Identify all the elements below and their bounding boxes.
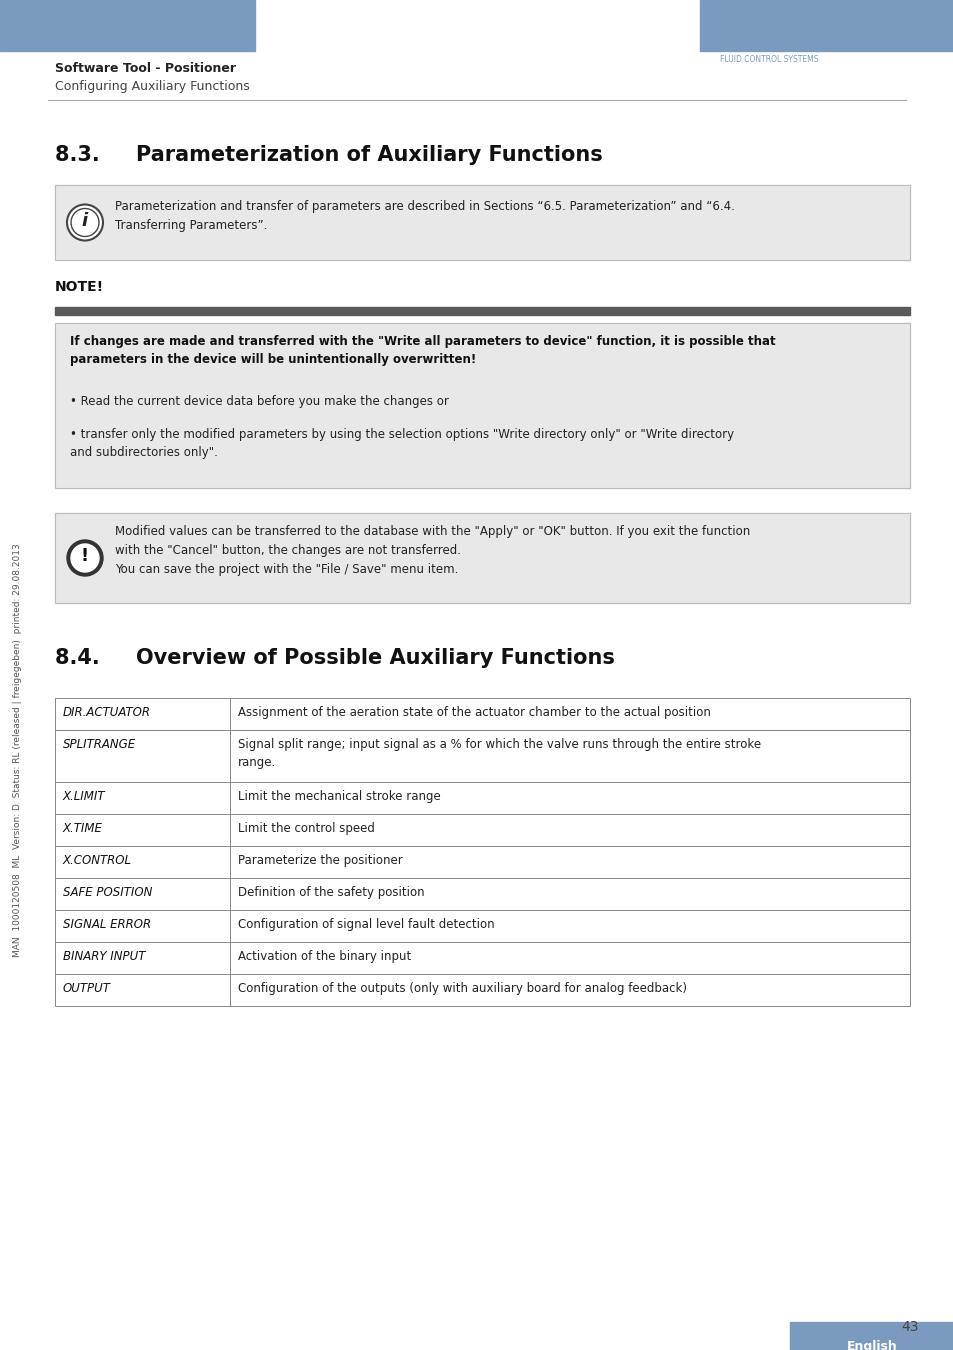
Text: Definition of the safety position: Definition of the safety position xyxy=(237,886,424,899)
Bar xyxy=(55,513,909,603)
Bar xyxy=(0,0,254,51)
Text: SPLITRANGE: SPLITRANGE xyxy=(63,738,136,751)
Bar xyxy=(55,323,909,487)
Bar xyxy=(789,1322,953,1350)
Text: X.LIMIT: X.LIMIT xyxy=(63,790,106,803)
Text: Software Tool - Positioner: Software Tool - Positioner xyxy=(55,62,235,76)
Text: 8.3.     Parameterization of Auxiliary Functions: 8.3. Parameterization of Auxiliary Funct… xyxy=(55,144,602,165)
Text: Parameterize the positioner: Parameterize the positioner xyxy=(237,855,402,867)
Bar xyxy=(55,185,909,261)
Circle shape xyxy=(71,544,99,572)
Text: Limit the control speed: Limit the control speed xyxy=(237,822,375,836)
Bar xyxy=(55,846,909,878)
Bar xyxy=(55,730,230,782)
Bar xyxy=(55,323,909,487)
Text: X.TIME: X.TIME xyxy=(63,822,103,836)
Bar xyxy=(230,814,909,846)
Bar xyxy=(733,15,739,20)
Text: SIGNAL ERROR: SIGNAL ERROR xyxy=(63,918,151,932)
Bar xyxy=(55,306,909,315)
Bar xyxy=(230,782,909,814)
Text: SAFE POSITION: SAFE POSITION xyxy=(63,886,152,899)
Text: Assignment of the aeration state of the actuator chamber to the actual position: Assignment of the aeration state of the … xyxy=(237,706,710,720)
Bar xyxy=(55,910,230,942)
Bar xyxy=(55,513,909,603)
Text: Configuration of signal level fault detection: Configuration of signal level fault dete… xyxy=(237,918,494,932)
Bar xyxy=(700,0,953,51)
Bar xyxy=(55,814,230,846)
Bar xyxy=(230,846,909,878)
Text: DIR.ACTUATOR: DIR.ACTUATOR xyxy=(63,706,151,720)
Bar xyxy=(230,730,909,782)
Text: FLUID CONTROL SYSTEMS: FLUID CONTROL SYSTEMS xyxy=(720,55,818,63)
Bar xyxy=(55,973,230,1006)
Bar xyxy=(55,878,909,910)
Text: MAN  1000120508  ML  Version: D  Status: RL (released | freigegeben)  printed: 2: MAN 1000120508 ML Version: D Status: RL … xyxy=(13,543,23,957)
Bar xyxy=(230,942,909,973)
Text: • transfer only the modified parameters by using the selection options "Write di: • transfer only the modified parameters … xyxy=(70,428,734,459)
Text: Activation of the binary input: Activation of the binary input xyxy=(237,950,411,963)
Text: i: i xyxy=(82,212,88,230)
Circle shape xyxy=(71,208,99,236)
Bar xyxy=(720,15,724,20)
Bar xyxy=(55,973,909,1006)
Bar xyxy=(55,814,909,846)
Bar xyxy=(726,15,731,20)
Text: bürkert: bürkert xyxy=(720,35,813,55)
Bar xyxy=(55,910,909,942)
Bar xyxy=(55,942,230,973)
Bar xyxy=(230,910,909,942)
Text: Signal split range; input signal as a % for which the valve runs through the ent: Signal split range; input signal as a % … xyxy=(237,738,760,769)
Bar xyxy=(230,878,909,910)
Bar xyxy=(230,973,909,1006)
Bar xyxy=(55,942,909,973)
Bar xyxy=(230,698,909,730)
Circle shape xyxy=(67,204,103,240)
Bar xyxy=(55,698,230,730)
Text: Configuring Auxiliary Functions: Configuring Auxiliary Functions xyxy=(55,80,250,93)
Bar xyxy=(55,698,909,730)
Bar xyxy=(55,782,230,814)
Bar xyxy=(55,878,230,910)
Text: 43: 43 xyxy=(901,1320,918,1334)
Bar xyxy=(55,782,909,814)
Text: X.CONTROL: X.CONTROL xyxy=(63,855,132,867)
Text: OUTPUT: OUTPUT xyxy=(63,981,111,995)
Text: BINARY INPUT: BINARY INPUT xyxy=(63,950,145,963)
Text: Modified values can be transferred to the database with the "Apply" or "OK" butt: Modified values can be transferred to th… xyxy=(115,525,749,576)
Bar xyxy=(55,730,909,782)
Bar xyxy=(740,15,759,20)
Circle shape xyxy=(67,540,103,576)
Text: Configuration of the outputs (only with auxiliary board for analog feedback): Configuration of the outputs (only with … xyxy=(237,981,686,995)
Text: If changes are made and transferred with the "Write all parameters to device" fu: If changes are made and transferred with… xyxy=(70,335,775,366)
Text: Parameterization and transfer of parameters are described in Sections “6.5. Para: Parameterization and transfer of paramet… xyxy=(115,200,734,232)
Text: • Read the current device data before you make the changes or: • Read the current device data before yo… xyxy=(70,396,449,408)
Text: NOTE!: NOTE! xyxy=(55,279,104,294)
Text: English: English xyxy=(845,1341,897,1350)
Text: !: ! xyxy=(81,547,89,566)
Text: 8.4.     Overview of Possible Auxiliary Functions: 8.4. Overview of Possible Auxiliary Func… xyxy=(55,648,615,668)
Bar xyxy=(55,185,909,261)
Bar xyxy=(55,846,230,878)
Text: Limit the mechanical stroke range: Limit the mechanical stroke range xyxy=(237,790,440,803)
